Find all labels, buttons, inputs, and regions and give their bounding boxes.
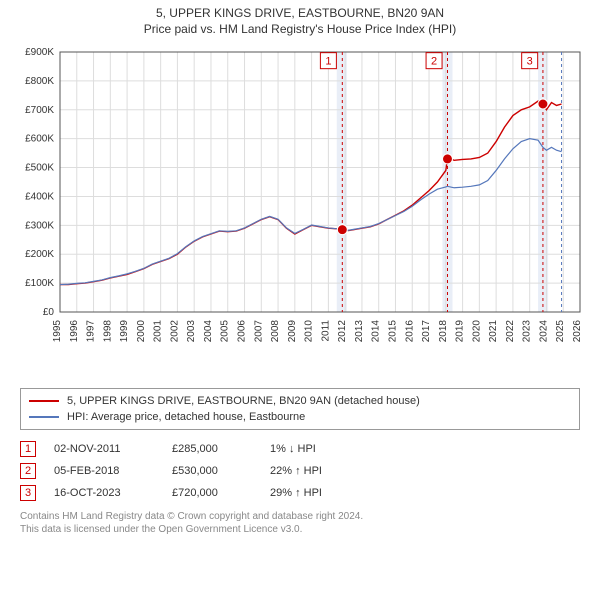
svg-text:2016: 2016 (404, 320, 415, 343)
svg-text:2012: 2012 (337, 320, 348, 343)
sale-diff: 29% ↑ HPI (270, 487, 370, 499)
svg-text:2011: 2011 (320, 320, 331, 342)
svg-text:2025: 2025 (555, 320, 566, 343)
footnote-line-2: This data is licensed under the Open Gov… (20, 523, 580, 536)
legend-item: 5, UPPER KINGS DRIVE, EASTBOURNE, BN20 9… (29, 393, 571, 409)
svg-text:£200K: £200K (25, 249, 54, 260)
sale-diff: 1% ↓ HPI (270, 443, 370, 455)
svg-text:2023: 2023 (522, 320, 533, 343)
svg-text:1998: 1998 (102, 320, 113, 343)
svg-text:3: 3 (527, 56, 533, 68)
sale-row: 1 02-NOV-2011 £285,000 1% ↓ HPI (20, 438, 580, 460)
svg-text:£100K: £100K (25, 278, 54, 289)
legend: 5, UPPER KINGS DRIVE, EASTBOURNE, BN20 9… (20, 388, 580, 430)
footnote: Contains HM Land Registry data © Crown c… (20, 510, 580, 536)
svg-text:2000: 2000 (136, 320, 147, 343)
svg-text:1999: 1999 (119, 320, 130, 343)
svg-text:2005: 2005 (220, 320, 231, 343)
svg-text:2003: 2003 (186, 320, 197, 343)
svg-text:£300K: £300K (25, 220, 54, 231)
svg-text:2024: 2024 (538, 320, 549, 343)
svg-text:£400K: £400K (25, 191, 54, 202)
svg-text:2001: 2001 (153, 320, 164, 343)
sale-number-badge: 2 (20, 463, 36, 479)
svg-text:2018: 2018 (438, 320, 449, 343)
sale-diff: 22% ↑ HPI (270, 465, 370, 477)
legend-label: HPI: Average price, detached house, East… (67, 411, 305, 423)
svg-text:2026: 2026 (572, 320, 583, 343)
svg-text:2013: 2013 (354, 320, 365, 343)
svg-text:2021: 2021 (488, 320, 499, 343)
svg-text:2020: 2020 (471, 320, 482, 343)
svg-text:2015: 2015 (387, 320, 398, 343)
svg-text:2: 2 (431, 56, 437, 68)
price-chart: £0 £100K £200K £300K £400K £500K £600K £700K £80… (10, 42, 590, 352)
svg-text:£600K: £600K (25, 134, 54, 145)
svg-text:1995: 1995 (52, 320, 63, 343)
sale-price: £530,000 (172, 465, 252, 477)
svg-text:£500K: £500K (25, 163, 54, 174)
svg-text:2008: 2008 (270, 320, 281, 343)
svg-text:2009: 2009 (287, 320, 298, 343)
legend-swatch (29, 400, 59, 402)
sale-number-badge: 1 (20, 441, 36, 457)
svg-text:£900K: £900K (25, 47, 54, 58)
footnote-line-1: Contains HM Land Registry data © Crown c… (20, 511, 363, 522)
chart-svg: £0 £100K £200K £300K £400K £500K £600K £700K £80… (10, 42, 590, 392)
svg-text:2010: 2010 (304, 320, 315, 343)
svg-text:2006: 2006 (237, 320, 248, 343)
sale-number-badge: 3 (20, 485, 36, 501)
sale-row: 2 05-FEB-2018 £530,000 22% ↑ HPI (20, 460, 580, 482)
chart-subtitle: Price paid vs. HM Land Registry's House … (10, 22, 590, 36)
svg-text:2002: 2002 (169, 320, 180, 343)
legend-swatch (29, 416, 59, 418)
svg-text:1996: 1996 (69, 320, 80, 343)
sale-date: 16-OCT-2023 (54, 487, 154, 499)
svg-text:£700K: £700K (25, 105, 54, 116)
svg-text:2017: 2017 (421, 320, 432, 343)
svg-text:2022: 2022 (505, 320, 516, 343)
svg-text:2019: 2019 (455, 320, 466, 343)
sale-price: £285,000 (172, 443, 252, 455)
svg-text:1: 1 (325, 56, 331, 68)
sale-date: 05-FEB-2018 (54, 465, 154, 477)
legend-item: HPI: Average price, detached house, East… (29, 409, 571, 425)
legend-label: 5, UPPER KINGS DRIVE, EASTBOURNE, BN20 9… (67, 395, 420, 407)
sale-row: 3 16-OCT-2023 £720,000 29% ↑ HPI (20, 482, 580, 504)
svg-text:£800K: £800K (25, 76, 54, 87)
sale-price: £720,000 (172, 487, 252, 499)
sales-table: 1 02-NOV-2011 £285,000 1% ↓ HPI 2 05-FEB-2018… (20, 438, 580, 504)
svg-text:2007: 2007 (253, 320, 264, 343)
chart-title: 5, UPPER KINGS DRIVE, EASTBOURNE, BN20 9… (10, 6, 590, 20)
svg-text:1997: 1997 (86, 320, 97, 343)
svg-text:£0: £0 (43, 307, 55, 318)
svg-text:2014: 2014 (371, 320, 382, 343)
svg-text:2004: 2004 (203, 320, 214, 343)
sale-date: 02-NOV-2011 (54, 443, 154, 455)
